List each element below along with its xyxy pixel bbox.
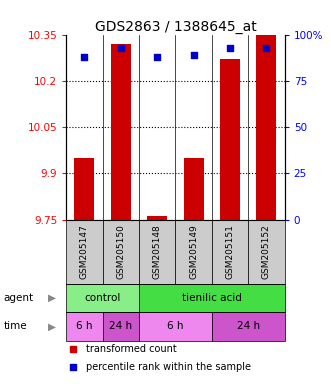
Bar (103, 220, 139, 284)
Bar (220, 59, 240, 220)
Bar (139, 284, 285, 312)
Bar (139, 220, 175, 284)
Point (70, 346, 75, 352)
Bar (147, 216, 167, 220)
Bar (212, 312, 285, 341)
Bar (248, 220, 285, 284)
Text: agent: agent (3, 293, 33, 303)
Text: 6 h: 6 h (167, 321, 184, 331)
Text: 24 h: 24 h (109, 321, 132, 331)
Text: transformed count: transformed count (86, 344, 177, 354)
Bar (184, 158, 204, 220)
Text: time: time (3, 321, 27, 331)
Point (118, 45, 123, 51)
Bar (175, 220, 212, 284)
Text: tienilic acid: tienilic acid (182, 293, 242, 303)
Bar (139, 312, 212, 341)
Bar (257, 35, 276, 220)
Bar (66, 312, 103, 341)
Text: percentile rank within the sample: percentile rank within the sample (86, 362, 251, 372)
Bar (74, 158, 94, 220)
Text: 6 h: 6 h (76, 321, 93, 331)
Text: GSM205151: GSM205151 (225, 224, 235, 279)
Text: control: control (84, 293, 121, 303)
Text: GSM205148: GSM205148 (153, 224, 162, 279)
Title: GDS2863 / 1388645_at: GDS2863 / 1388645_at (95, 20, 256, 33)
Text: GSM205149: GSM205149 (189, 224, 198, 279)
Text: GSM205150: GSM205150 (116, 224, 125, 279)
Bar (212, 220, 248, 284)
Text: 24 h: 24 h (237, 321, 260, 331)
Text: ▶: ▶ (48, 321, 56, 331)
Bar (103, 312, 139, 341)
Bar (111, 44, 131, 220)
Bar (66, 220, 103, 284)
Point (227, 45, 233, 51)
Point (155, 54, 160, 60)
Text: GSM205147: GSM205147 (80, 224, 89, 279)
Point (264, 45, 269, 51)
Point (82, 54, 87, 60)
Text: ▶: ▶ (48, 293, 56, 303)
Point (191, 52, 196, 58)
Text: GSM205152: GSM205152 (262, 224, 271, 279)
Bar (66, 284, 139, 312)
Point (70, 364, 75, 371)
